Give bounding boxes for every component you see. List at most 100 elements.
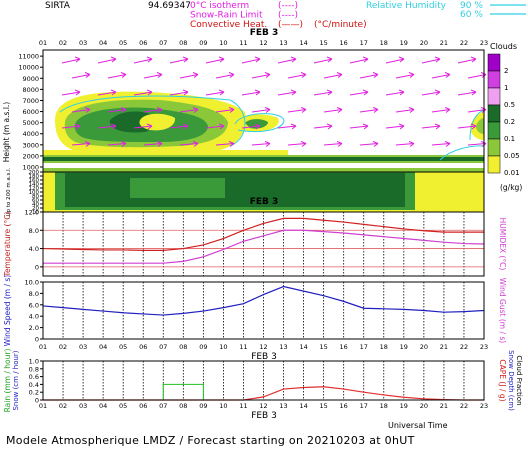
wind-arrow-head	[110, 123, 117, 130]
wind-arrow	[421, 125, 441, 129]
hour-tick-label: 12	[259, 39, 267, 47]
y-tick-label: 0	[35, 397, 39, 405]
hour-tick-label: 20	[420, 39, 428, 47]
data-point	[383, 394, 385, 396]
data-point	[122, 312, 124, 314]
hour-tick-label: 02	[59, 39, 67, 47]
wind-arrow	[349, 125, 369, 129]
data-point	[222, 307, 225, 309]
wind-arrow-head	[300, 107, 307, 113]
y-tick-label: 140	[29, 182, 40, 188]
wind-arrow	[97, 125, 117, 129]
wind-arrow-head	[218, 89, 225, 96]
wind-arrow	[431, 74, 451, 79]
cloud-area	[43, 157, 484, 161]
hour-tick-label: 02	[59, 343, 67, 351]
date-label-clouds: FEB 3	[250, 197, 279, 207]
wind-arrow-head	[74, 56, 81, 63]
hour-tick-label: 15	[319, 343, 327, 351]
data-point	[343, 221, 345, 223]
hour-tick-label: 21	[440, 402, 448, 410]
data-point	[383, 308, 385, 310]
wind-arrow-head	[264, 107, 271, 113]
wind-arrow-head	[408, 72, 415, 78]
wind-arrow-head	[336, 107, 343, 113]
legend-label: 0°C isotherm	[190, 1, 249, 11]
relative-humidity-legend: Relative Humidity 90 %60 %	[366, 1, 526, 20]
wind-arrow-head	[84, 141, 91, 147]
data-point	[222, 237, 225, 240]
data-point	[363, 391, 365, 393]
hour-tick-label: 18	[380, 402, 388, 410]
wind-arrow-head	[146, 123, 153, 130]
wind-arrow-head	[120, 72, 127, 78]
wind-arrow	[97, 91, 117, 96]
data-point	[202, 256, 204, 258]
panel-ylabel-right-2: Snow Depth (cm)	[507, 350, 515, 411]
wind-arrow-head	[362, 123, 369, 130]
hour-tick-label: 09	[199, 402, 207, 410]
panel-ylabel-right: CAPE (J / g)	[498, 359, 507, 401]
data-point	[302, 386, 305, 389]
hour-tick-label: 10	[219, 39, 227, 47]
y-tick-label: 0	[35, 263, 39, 271]
wind-arrow-head	[156, 72, 163, 78]
colorbar-unit: (g/kg)	[500, 183, 522, 192]
data-point	[62, 248, 64, 250]
y-tick-label: 1000	[22, 164, 39, 172]
y-tick-label: 8000	[22, 86, 39, 94]
wind-arrow	[313, 125, 333, 129]
hour-tick-label: 19	[400, 343, 408, 351]
data-point	[62, 262, 64, 264]
wind-arrow	[179, 74, 199, 79]
wind-arrow	[251, 109, 271, 113]
cloud-field	[43, 91, 484, 212]
y-tick-label: 6000	[22, 108, 39, 116]
data-point	[403, 237, 405, 240]
data-point	[443, 231, 445, 233]
panel-frame	[42, 211, 485, 277]
hour-tick-label: 15	[319, 402, 327, 410]
wind-arrow	[457, 91, 477, 96]
contour-legend: 0°C isotherm (----) Snow-Rain Limit (----) C…	[190, 1, 367, 30]
hour-tick-label: 07	[159, 39, 167, 47]
wind-arrow	[107, 109, 127, 113]
hour-tick-label: 11	[239, 343, 247, 351]
hour-tick-label: 18	[380, 343, 388, 351]
panel-ylabel: Temperature (°C)	[3, 212, 12, 278]
hour-tick-label: 05	[119, 343, 127, 351]
wind-arrow	[287, 109, 307, 113]
data-point	[102, 249, 104, 251]
hour-tick-label: 10	[219, 343, 227, 351]
wind-arrow-head	[362, 56, 369, 63]
hour-tick-label: 14	[299, 343, 307, 351]
wind-arrow	[431, 143, 451, 146]
data-point	[242, 240, 245, 242]
wind-arrow	[395, 109, 415, 113]
rh-level: 60 %	[460, 10, 483, 20]
data-point	[62, 307, 64, 309]
wind-arrow-head	[84, 107, 91, 113]
wind-arrow-head	[182, 123, 189, 130]
y-tick-label: 0.8	[29, 365, 39, 373]
hour-tick-label: 12	[259, 343, 267, 351]
rh-contour	[59, 95, 246, 147]
data-point	[182, 247, 184, 250]
wind-arrow-head	[470, 56, 477, 63]
cloud-area	[43, 168, 484, 172]
y-tick-label: 10	[32, 210, 39, 216]
wind-arrow-head	[254, 56, 261, 63]
legend-sample: (----)	[278, 11, 298, 21]
wind-arrow-head	[398, 123, 405, 130]
colorbar-swatch	[487, 87, 501, 106]
data-point	[443, 311, 445, 313]
data-point	[443, 241, 445, 243]
wind-arrow	[323, 143, 343, 146]
wind-arrow	[241, 91, 261, 96]
wind-arrow	[179, 143, 199, 146]
wind-arrow	[467, 109, 487, 113]
wind-arrow	[71, 143, 91, 146]
y-tick-label: 120	[29, 186, 40, 192]
wind-arrow	[277, 125, 297, 129]
